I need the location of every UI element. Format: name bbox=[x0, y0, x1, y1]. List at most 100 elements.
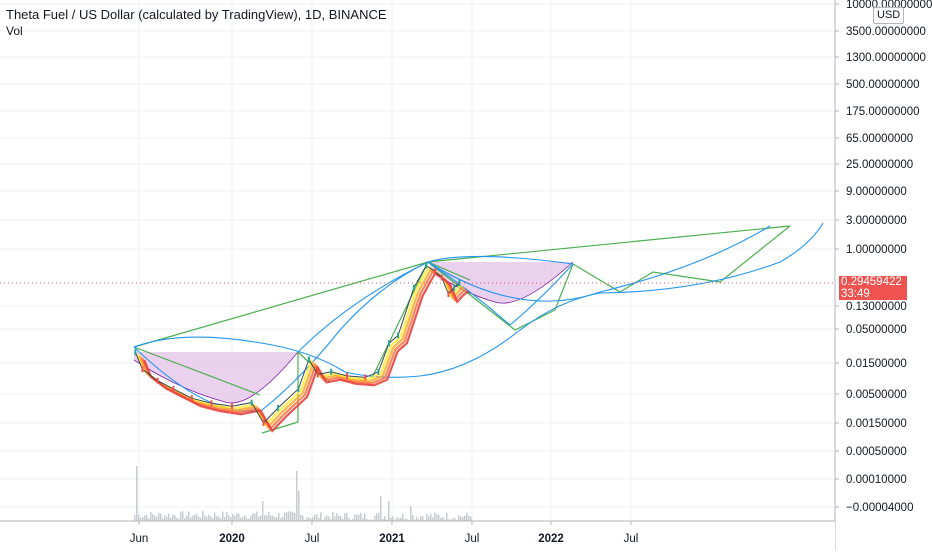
volume-bar bbox=[266, 515, 268, 521]
volume-bar bbox=[256, 511, 258, 521]
volume-bar bbox=[328, 516, 330, 521]
volume-bar bbox=[276, 517, 278, 521]
volume-bar bbox=[264, 515, 266, 521]
price-line bbox=[134, 265, 460, 424]
volume-bar bbox=[448, 519, 450, 521]
drawings bbox=[133, 222, 824, 434]
volume-bars bbox=[134, 466, 472, 521]
volume-bar bbox=[134, 515, 136, 521]
price-point bbox=[156, 377, 159, 384]
volume-bar bbox=[460, 516, 462, 521]
bar-countdown: 33:49 bbox=[841, 288, 870, 300]
volume-bar bbox=[356, 514, 358, 521]
price-point bbox=[231, 403, 233, 410]
volume-bar bbox=[342, 518, 344, 521]
volume-bar bbox=[238, 513, 240, 521]
volume-bar bbox=[280, 517, 282, 521]
volume-bar bbox=[362, 518, 364, 521]
volume-bar bbox=[140, 518, 142, 521]
volume-bar bbox=[400, 517, 402, 521]
ma-ribbon bbox=[136, 266, 469, 433]
volume-bar bbox=[226, 511, 228, 521]
volume-bar bbox=[230, 517, 232, 521]
volume-bar bbox=[220, 518, 222, 521]
volume-bar bbox=[274, 516, 276, 521]
volume-bar bbox=[188, 511, 190, 521]
symbol-title[interactable]: Theta Fuel / US Dollar (calculated by Tr… bbox=[6, 7, 387, 22]
volume-bar bbox=[138, 514, 140, 521]
volume-bar bbox=[358, 514, 360, 521]
price-tick-label: 10000.00000000 bbox=[846, 0, 932, 11]
volume-bar bbox=[284, 512, 286, 521]
volume-bar bbox=[222, 511, 224, 521]
currency-button[interactable]: USD bbox=[873, 7, 905, 24]
volume-bar bbox=[386, 519, 388, 521]
volume-bar bbox=[352, 518, 354, 521]
volume-bar bbox=[370, 519, 372, 521]
volume-bar bbox=[450, 519, 452, 521]
volume-bar bbox=[178, 518, 180, 521]
pattern-curve-right bbox=[429, 261, 574, 304]
volume-bar bbox=[392, 516, 394, 521]
volume-bar bbox=[374, 515, 376, 521]
time-tick-label: 2021 bbox=[379, 533, 405, 545]
volume-bar bbox=[174, 515, 176, 521]
volume-bar bbox=[408, 519, 410, 521]
time-tick-label: 2020 bbox=[219, 533, 245, 545]
volume-bar bbox=[144, 515, 146, 521]
volume-bar bbox=[204, 515, 206, 521]
volume-bar bbox=[344, 513, 346, 521]
volume-bar bbox=[206, 517, 208, 521]
volume-bar bbox=[388, 501, 390, 521]
volume-bar bbox=[336, 513, 338, 521]
time-scale[interactable]: Jun 2020 Jul 2021 Jul 2022 Jul bbox=[130, 521, 639, 545]
volume-bar bbox=[418, 519, 420, 521]
price-point bbox=[425, 262, 428, 269]
volume-bar bbox=[330, 519, 332, 521]
volume-bar bbox=[136, 466, 138, 521]
time-tick-label: 2022 bbox=[538, 533, 564, 545]
volume-bar bbox=[150, 511, 152, 521]
volume-bar bbox=[214, 512, 216, 521]
volume-bar bbox=[290, 511, 292, 521]
current-price-tag: 0.29459422 33:49 bbox=[839, 276, 907, 300]
volume-bar bbox=[412, 515, 414, 521]
pattern-fill-right bbox=[430, 262, 573, 304]
volume-bar bbox=[158, 512, 160, 521]
volume-bar bbox=[208, 514, 210, 521]
price-point bbox=[276, 405, 279, 411]
volume-bar bbox=[248, 518, 250, 521]
volume-bar bbox=[390, 517, 392, 521]
price-point bbox=[316, 371, 319, 378]
volume-bar bbox=[468, 515, 470, 521]
volume-bar bbox=[322, 519, 324, 521]
legend: Theta Fuel / US Dollar (calculated by Tr… bbox=[6, 6, 387, 40]
volume-bar bbox=[306, 517, 308, 521]
volume-bar bbox=[270, 515, 272, 521]
volume-bar bbox=[466, 512, 468, 521]
volume-legend[interactable]: Vol bbox=[6, 24, 23, 38]
volume-bar bbox=[416, 516, 418, 521]
pattern-curve-left bbox=[133, 351, 299, 404]
volume-bar bbox=[360, 513, 362, 521]
volume-bar bbox=[340, 516, 342, 521]
volume-bar bbox=[170, 517, 172, 521]
volume-bar bbox=[240, 517, 242, 521]
volume-bar bbox=[250, 515, 252, 521]
volume-bar bbox=[224, 517, 226, 521]
volume-bar bbox=[292, 512, 294, 521]
price-point bbox=[141, 366, 144, 373]
volume-bar bbox=[148, 518, 150, 521]
volume-bar bbox=[286, 512, 288, 521]
volume-bar bbox=[308, 517, 310, 521]
volume-bar bbox=[200, 517, 202, 521]
time-tick-label: Jul bbox=[305, 533, 320, 545]
volume-bar bbox=[428, 516, 430, 521]
volume-bar bbox=[216, 516, 218, 521]
price-scale[interactable]: 10000.00000000 3500.00000000 1300.00000000… bbox=[835, 0, 932, 514]
volume-bar bbox=[334, 516, 336, 521]
volume-bar bbox=[228, 515, 230, 521]
volume-bar bbox=[168, 513, 170, 521]
